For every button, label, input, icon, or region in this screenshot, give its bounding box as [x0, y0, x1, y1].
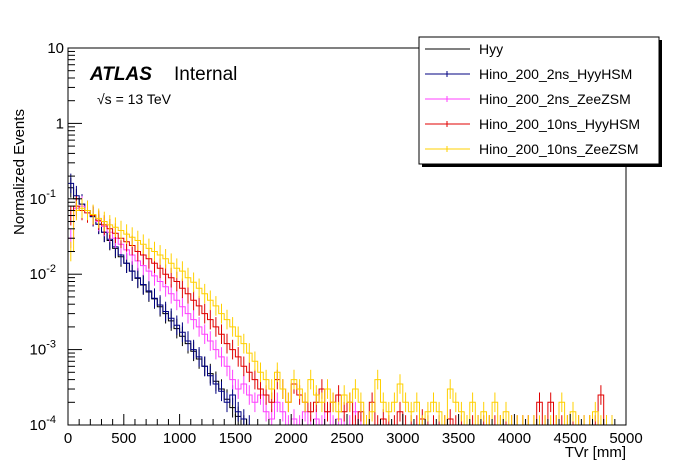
legend-label: Hino_200_10ns_ZeeZSM [479, 141, 639, 157]
series-layer [67, 173, 615, 426]
internal-label: Internal [174, 64, 237, 85]
x-tick-label: 0 [64, 430, 72, 447]
x-axis-title: TVr [mm] [565, 444, 626, 461]
x-tick-label: 1500 [219, 430, 252, 447]
atlas-label: ATLAS [89, 64, 152, 85]
legend-label: Hyy [479, 41, 503, 57]
legend-entries: Hyy Hino_200_2ns_HyyHSM Hino_200_2ns_ZeeZS… [425, 41, 640, 157]
x-tick-label: 3000 [386, 430, 419, 447]
x-tick-label: 5000 [609, 430, 642, 447]
legend: Hyy Hino_200_2ns_HyyHSM Hino_200_2ns_ZeeZS… [418, 36, 662, 167]
x-tick-label: 4500 [554, 430, 587, 447]
y-tick-label: 10-1 [30, 188, 56, 208]
x-tick-label: 3500 [442, 430, 475, 447]
y-tick-label: 10 [47, 40, 64, 57]
legend-label: Hino_200_2ns_ZeeZSM [479, 91, 631, 107]
series-line-Hino_200_2ns_HyyHSM [67, 182, 253, 426]
series-line-Hino_200_10ns_ZeeZSM [67, 207, 615, 426]
legend-box [418, 36, 660, 165]
y-tick-label: 10-2 [30, 263, 56, 283]
y-tick-label: 10-3 [30, 339, 56, 359]
x-tick-label: 4000 [498, 430, 531, 447]
x-tick-label: 500 [111, 430, 136, 447]
y-tick-label: 10-4 [30, 414, 56, 434]
y-tick-label: 1 [56, 115, 64, 132]
energy-label: √s = 13 TeV [97, 91, 172, 107]
x-tick-label: 2000 [275, 430, 308, 447]
series-Hino_200_10ns_ZeeZSM [67, 198, 615, 426]
x-tick-label: 2500 [330, 430, 363, 447]
x-tick-label: 1000 [163, 430, 196, 447]
legend-label: Hino_200_10ns_HyyHSM [479, 116, 640, 132]
ticks-layer: 0 500 1000 1500 2000 2500 3000 3500 4000 4500 5000… [30, 40, 643, 447]
legend-label: Hino_200_2ns_HyyHSM [479, 66, 632, 82]
y-axis-title: Normalized Events [11, 109, 28, 235]
